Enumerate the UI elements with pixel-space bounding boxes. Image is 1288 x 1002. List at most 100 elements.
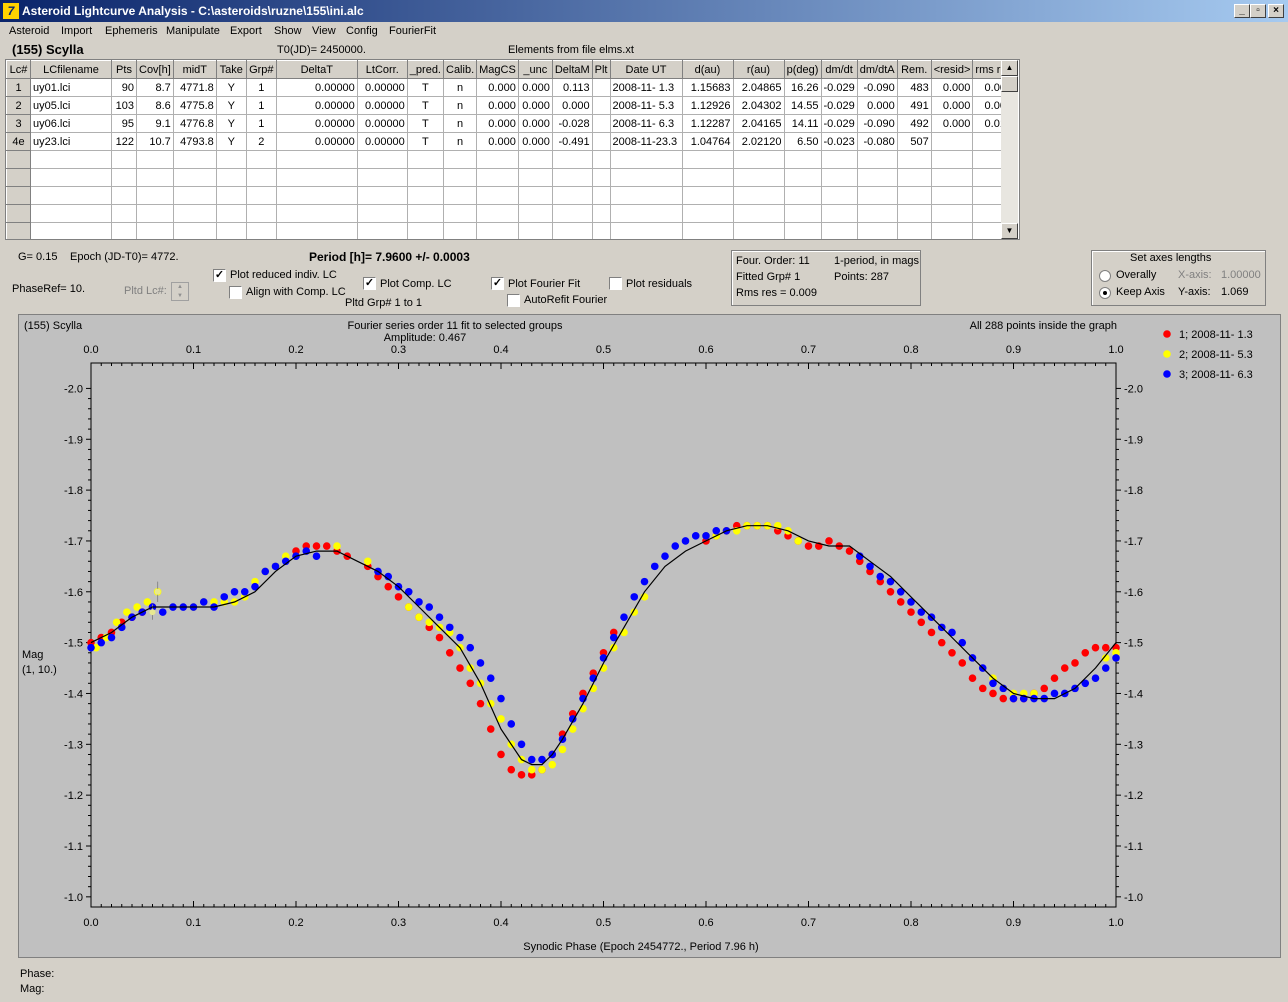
table-cell[interactable]: 9.1 bbox=[136, 114, 174, 133]
table-cell[interactable]: T bbox=[406, 78, 445, 97]
spin-up-icon[interactable]: ▲ bbox=[177, 284, 183, 290]
table-cell[interactable] bbox=[275, 204, 358, 223]
table-cell[interactable] bbox=[783, 150, 822, 169]
table-cell[interactable]: 1.15683 bbox=[681, 78, 734, 97]
column-header[interactable]: d(au) bbox=[681, 60, 734, 79]
table-cell[interactable] bbox=[681, 186, 734, 205]
table-cell[interactable] bbox=[896, 150, 932, 169]
table-cell[interactable] bbox=[591, 186, 611, 205]
table-cell[interactable] bbox=[681, 168, 734, 187]
table-cell[interactable] bbox=[517, 168, 553, 187]
table-cell[interactable]: 90 bbox=[111, 78, 137, 97]
table-cell[interactable] bbox=[896, 186, 932, 205]
table-cell[interactable] bbox=[275, 168, 358, 187]
table-cell[interactable] bbox=[442, 186, 478, 205]
column-header[interactable]: Rem. bbox=[896, 60, 932, 79]
table-cell[interactable]: 14.55 bbox=[783, 96, 822, 115]
table-row[interactable] bbox=[6, 222, 1016, 239]
table-cell[interactable] bbox=[476, 186, 519, 205]
table-cell[interactable] bbox=[215, 204, 247, 223]
table-cell[interactable]: 0.000 bbox=[476, 78, 519, 97]
menu-view[interactable]: View bbox=[312, 25, 336, 37]
table-cell[interactable]: n bbox=[442, 96, 478, 115]
table-cell[interactable] bbox=[856, 168, 898, 187]
table-cell[interactable]: 4775.8 bbox=[172, 96, 217, 115]
table-cell[interactable] bbox=[111, 168, 137, 187]
table-cell[interactable] bbox=[476, 168, 519, 187]
table-cell[interactable] bbox=[591, 150, 611, 169]
column-header[interactable]: _unc bbox=[517, 60, 553, 79]
table-cell[interactable] bbox=[609, 168, 683, 187]
row-header[interactable] bbox=[6, 168, 31, 187]
table-cell[interactable] bbox=[406, 168, 445, 187]
table-cell[interactable]: 491 bbox=[896, 96, 932, 115]
table-cell[interactable] bbox=[732, 150, 785, 169]
table-cell[interactable] bbox=[30, 204, 112, 223]
table-cell[interactable]: 4771.8 bbox=[172, 78, 217, 97]
table-cell[interactable] bbox=[406, 150, 445, 169]
table-cell[interactable]: 10.7 bbox=[136, 132, 174, 151]
menu-manipulate[interactable]: Manipulate bbox=[166, 25, 220, 37]
table-row[interactable] bbox=[6, 186, 1016, 205]
menu-show[interactable]: Show bbox=[274, 25, 302, 37]
table-cell[interactable]: Y bbox=[215, 78, 247, 97]
table-cell[interactable] bbox=[783, 168, 822, 187]
table-cell[interactable]: -0.029 bbox=[820, 78, 858, 97]
table-cell[interactable]: 2008-11-23.3 bbox=[609, 132, 683, 151]
column-header[interactable]: Grp# bbox=[245, 60, 277, 79]
table-cell[interactable]: 2.04302 bbox=[732, 96, 785, 115]
table-cell[interactable] bbox=[930, 168, 974, 187]
table-cell[interactable]: T bbox=[406, 132, 445, 151]
table-cell[interactable] bbox=[609, 222, 683, 239]
table-cell[interactable]: -0.029 bbox=[820, 96, 858, 115]
table-cell[interactable] bbox=[551, 204, 593, 223]
table-cell[interactable] bbox=[820, 186, 858, 205]
table-cell[interactable] bbox=[856, 204, 898, 223]
table-cell[interactable]: 0.000 bbox=[930, 114, 974, 133]
table-cell[interactable]: 8.7 bbox=[136, 78, 174, 97]
column-header[interactable]: r(au) bbox=[732, 60, 785, 79]
table-cell[interactable]: 483 bbox=[896, 78, 932, 97]
table-cell[interactable] bbox=[783, 204, 822, 223]
table-cell[interactable]: 0.00000 bbox=[275, 78, 358, 97]
table-cell[interactable] bbox=[591, 96, 611, 115]
plot-reduced-checkbox[interactable]: ✓ bbox=[213, 269, 226, 282]
menu-export[interactable]: Export bbox=[230, 25, 262, 37]
table-cell[interactable] bbox=[820, 204, 858, 223]
table-cell[interactable] bbox=[215, 222, 247, 239]
table-cell[interactable] bbox=[591, 114, 611, 133]
table-cell[interactable] bbox=[609, 186, 683, 205]
table-cell[interactable]: 2.02120 bbox=[732, 132, 785, 151]
table-cell[interactable]: uy01.lci bbox=[30, 78, 112, 97]
table-row[interactable] bbox=[6, 168, 1016, 187]
table-cell[interactable]: 492 bbox=[896, 114, 932, 133]
table-cell[interactable] bbox=[245, 186, 277, 205]
table-cell[interactable]: 2.04865 bbox=[732, 78, 785, 97]
table-cell[interactable]: -0.028 bbox=[551, 114, 593, 133]
table-cell[interactable]: 16.26 bbox=[783, 78, 822, 97]
table-cell[interactable] bbox=[30, 186, 112, 205]
table-cell[interactable]: 2008-11- 5.3 bbox=[609, 96, 683, 115]
table-cell[interactable] bbox=[30, 222, 112, 239]
table-row[interactable]: 4e uy23.lci 122 10.7 4793.8 Y 2 0.00000 0.00000 T… bbox=[6, 132, 1016, 151]
table-cell[interactable]: 0.00000 bbox=[356, 78, 408, 97]
table-cell[interactable]: 2008-11- 1.3 bbox=[609, 78, 683, 97]
pltd-lc-spinner[interactable]: ▲ ▼ bbox=[171, 282, 189, 301]
table-cell[interactable]: -0.491 bbox=[551, 132, 593, 151]
table-cell[interactable] bbox=[896, 204, 932, 223]
table-cell[interactable] bbox=[245, 150, 277, 169]
table-cell[interactable] bbox=[406, 222, 445, 239]
table-cell[interactable] bbox=[732, 186, 785, 205]
table-cell[interactable]: 103 bbox=[111, 96, 137, 115]
table-cell[interactable] bbox=[442, 222, 478, 239]
keep-axis-radio[interactable] bbox=[1099, 287, 1111, 299]
table-cell[interactable] bbox=[732, 168, 785, 187]
align-comp-checkbox[interactable] bbox=[229, 286, 242, 299]
table-cell[interactable] bbox=[136, 168, 174, 187]
table-cell[interactable] bbox=[136, 186, 174, 205]
table-cell[interactable]: 0.00000 bbox=[275, 96, 358, 115]
menu-import[interactable]: Import bbox=[61, 25, 93, 37]
column-header[interactable]: LtCorr. bbox=[356, 60, 408, 79]
